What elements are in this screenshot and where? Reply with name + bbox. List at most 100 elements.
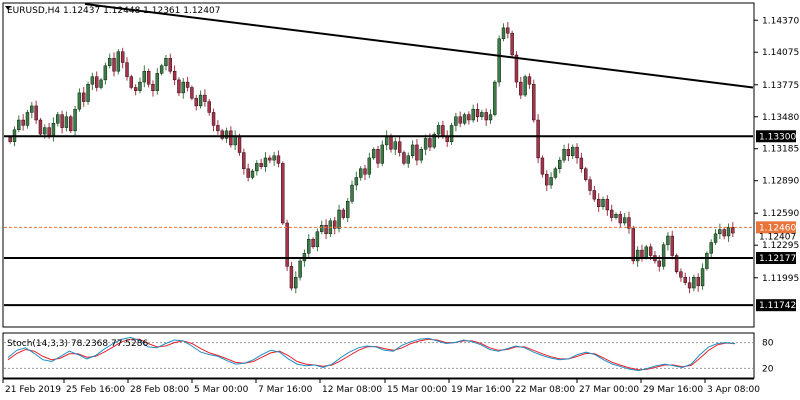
candle [246, 163, 250, 182]
trendline[interactable] [84, 3, 754, 89]
candle [363, 164, 367, 181]
stochastic-tick-label: 20 [762, 364, 774, 374]
candle-body [493, 81, 497, 115]
candle [203, 89, 207, 107]
candle-body [164, 58, 168, 66]
candle-body [103, 65, 108, 81]
candle-body [250, 170, 255, 178]
candle-body [229, 130, 233, 146]
candle [298, 258, 302, 281]
level-tag-bg [756, 130, 796, 143]
candle [376, 146, 380, 168]
candle-body [86, 84, 90, 102]
candle-body [618, 214, 623, 224]
horizontal-levels[interactable] [4, 135, 753, 307]
candle [159, 63, 164, 76]
candle [571, 144, 575, 160]
candle-body [133, 87, 138, 91]
price-tick-label: 1.11995 [762, 274, 799, 284]
candle-body [207, 101, 211, 113]
candle [242, 148, 246, 175]
candle [207, 98, 211, 116]
price-tick-label: 1.12590 [762, 209, 799, 219]
collapse-arrow-icon[interactable] [5, 6, 11, 10]
candle-body [276, 155, 281, 164]
time-tick-label: 5 Mar 00:00 [194, 385, 249, 395]
candle [462, 112, 467, 126]
candle-body [536, 119, 540, 159]
candle [432, 132, 436, 150]
candle-body [631, 228, 636, 262]
candle [263, 152, 268, 172]
candle [211, 108, 216, 132]
candle-body [233, 136, 237, 146]
candle [21, 114, 25, 131]
candle [614, 212, 618, 220]
candle-body [237, 136, 242, 153]
candle-body [497, 38, 501, 83]
candle-body [415, 144, 419, 161]
candlestick-series [8, 21, 735, 294]
candle [172, 65, 177, 86]
candle-body [584, 168, 588, 180]
candle-body [142, 71, 147, 83]
candle [185, 76, 190, 92]
stochastic-pane-border [2, 332, 755, 379]
current-price-tag-bg [756, 221, 796, 234]
candle [566, 143, 571, 161]
candle [553, 166, 558, 180]
candle-body [203, 94, 207, 102]
candle-body [367, 157, 372, 175]
candle-body [596, 198, 601, 207]
candle-body [246, 168, 250, 178]
candle-body [640, 249, 644, 258]
candle-body [562, 149, 566, 161]
price-pane[interactable]: EURUSD,H4 1.12437 1.12448 1.12361 1.1240… [2, 2, 755, 328]
candle-body [679, 271, 683, 278]
candle [549, 172, 553, 189]
candle-body [224, 130, 229, 139]
candle [540, 155, 545, 178]
candle-body [571, 146, 575, 156]
candle [146, 68, 151, 88]
candle-body [579, 157, 584, 169]
candle [423, 134, 428, 156]
candle [38, 118, 43, 137]
candle [289, 261, 294, 291]
candle-body [371, 149, 376, 159]
candle [56, 111, 60, 127]
candle-body [289, 266, 294, 289]
candle-body [423, 138, 428, 150]
candle-body [467, 114, 471, 121]
price-tick-label: 1.13480 [762, 113, 799, 123]
candle-body [436, 125, 441, 135]
stochastic-pane[interactable]: Stoch(14,3,3) 78.2368 77.5286 [2, 332, 755, 379]
candle [696, 273, 700, 292]
time-tick-label: 25 Feb 16:00 [66, 385, 125, 395]
candle [622, 213, 627, 226]
candle [324, 219, 328, 240]
candle [532, 79, 536, 123]
candle-body [683, 277, 687, 283]
time-tick-label: 3 Apr 08:00 [707, 385, 760, 395]
candle [415, 139, 419, 166]
time-tick-label: 12 Mar 08:00 [322, 385, 382, 395]
candle [345, 198, 350, 223]
candle-body [627, 217, 631, 229]
candle [17, 115, 21, 133]
candle-body [151, 84, 155, 91]
level-tag-label: 1.11742 [759, 301, 796, 311]
candle-body [363, 168, 367, 175]
candle [358, 166, 363, 181]
candle-body [43, 127, 47, 135]
price-tick-label: 1.13775 [762, 81, 799, 91]
candle-body [462, 114, 467, 124]
level-tag: 1.12177 [756, 252, 796, 265]
candle [397, 136, 402, 157]
candle-body [177, 79, 181, 94]
candle-body [159, 65, 164, 74]
price-tick-label: 1.14370 [762, 16, 799, 26]
candle [575, 143, 579, 164]
